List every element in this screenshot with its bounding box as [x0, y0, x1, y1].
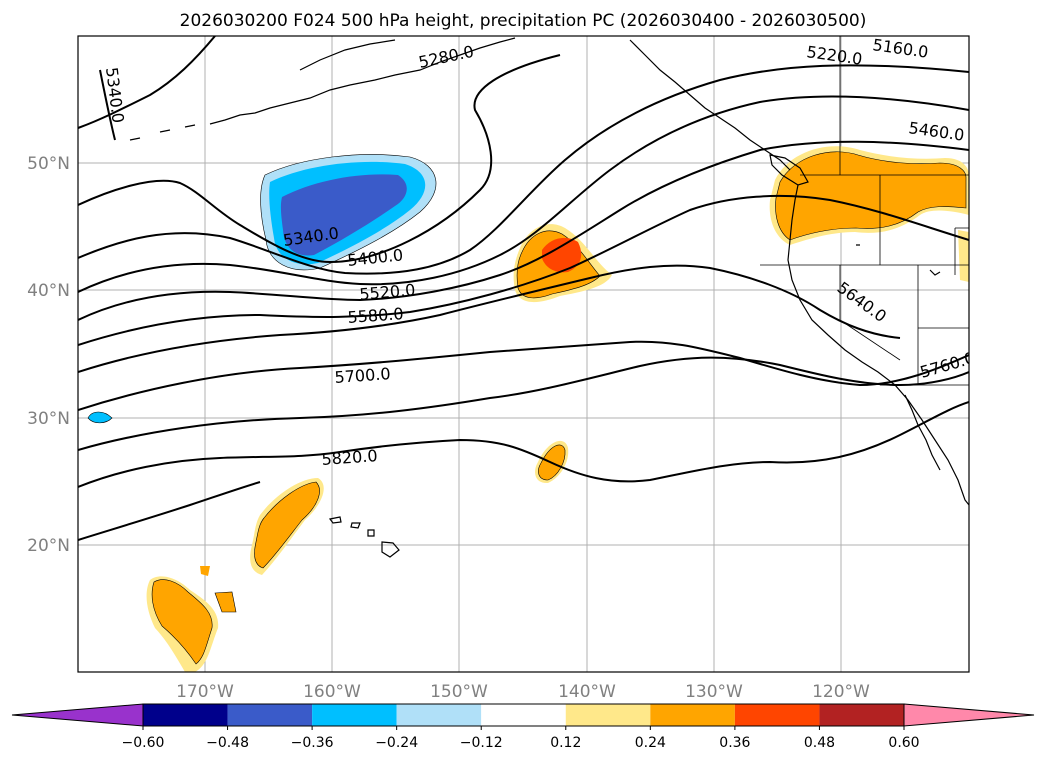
precip-pos-central-core [542, 237, 582, 273]
lon-label-150w: 150°W [430, 682, 488, 702]
colorbar-tick-label: −0.36 [291, 735, 334, 751]
colorbar-segment [819, 704, 904, 726]
colorbar-segment [396, 704, 482, 726]
contour-5340-nw [78, 36, 216, 129]
lat-labels: 50°N 40°N 30°N 20°N [27, 154, 70, 556]
precip-pos-sw-dot [200, 566, 210, 576]
colorbar-frame [142, 703, 905, 727]
lon-label-170w: 170°W [176, 682, 234, 702]
precip-pos-sw [151, 579, 213, 665]
colorbar-tick-label: 0.36 [719, 735, 750, 751]
contour-5820 [78, 401, 969, 488]
colorbar-segment [481, 704, 566, 726]
colorbar-tick-label: −0.48 [206, 735, 249, 751]
colorbar-tick-label: −0.24 [375, 735, 418, 751]
colorbar-segment [227, 704, 313, 726]
contour-5760 [78, 340, 969, 411]
colorbar-segment [734, 704, 820, 726]
contour-label-5580: 5580.0 [347, 304, 404, 327]
colorbar-tick-label: −0.60 [122, 735, 165, 751]
precip-pos-nw [775, 151, 967, 241]
contour-label-5820: 5820.0 [321, 446, 378, 469]
contour-5400 [78, 54, 561, 264]
contour-5340-label-seg [99, 69, 116, 141]
colorbar-segment [143, 704, 228, 726]
coastlines [129, 37, 969, 558]
precip-neg-inner [280, 174, 407, 256]
colorbar-segment [312, 704, 397, 726]
precip-pos-east-edge [958, 230, 969, 282]
lat-label-30n: 30°N [27, 409, 70, 429]
lon-labels: 170°W 160°W 150°W 140°W 130°W 120°W [176, 682, 870, 702]
colorbar-tick-label: 0.12 [550, 735, 581, 751]
contour-label-5700: 5700.0 [334, 364, 391, 387]
contour-label-5520: 5520.0 [359, 280, 416, 304]
coast-us-west [787, 184, 969, 506]
lat-label-20n: 20°N [27, 536, 70, 556]
colorbar-segment [565, 704, 651, 726]
contour-5700 [78, 264, 901, 373]
lat-label-40n: 40°N [27, 281, 70, 301]
precip-neg-small [87, 411, 113, 424]
colorbar-tick-label: 0.48 [804, 735, 835, 751]
coast-bc [629, 39, 791, 171]
contour-5460 [78, 64, 969, 275]
map-frame [77, 35, 970, 673]
figure-title: 2026030200 F024 500 hPa height, precipit… [180, 11, 867, 31]
contour-5580 [78, 140, 969, 321]
lon-label-130w: 130°W [685, 682, 743, 702]
colorbar-segment [650, 704, 735, 726]
contour-5640 [78, 194, 969, 346]
colorbar-tick-label: 0.24 [635, 735, 666, 751]
coast-hawaii [328, 516, 400, 558]
coast-vancouver-island [769, 154, 809, 186]
precip-pos-sw-small [214, 591, 237, 613]
contour-5880 [78, 481, 261, 541]
contour-5520 [78, 95, 969, 293]
lon-label-140w: 140°W [558, 682, 616, 702]
colorbar-extend-low [11, 703, 144, 727]
coast-baja [904, 394, 941, 471]
lon-label-160w: 160°W [303, 682, 361, 702]
coast-alaska-peninsula [299, 39, 396, 71]
height-contours [78, 36, 969, 541]
coast-lakes [856, 244, 941, 276]
lat-label-50n: 50°N [27, 154, 70, 174]
precip-pos-hawaii [254, 481, 320, 569]
lon-label-120w: 120°W [812, 682, 870, 702]
map-background [78, 36, 969, 672]
coast-aleutians [129, 37, 516, 141]
colorbar-extend-high [903, 703, 1035, 727]
contour-5760b [78, 356, 969, 451]
map-panel: 5340.0 5280.0 5220.0 5160.0 5460.0 5340.… [77, 35, 970, 673]
colorbar-tick-label: 0.60 [888, 735, 919, 751]
colorbar-tick-label: −0.12 [460, 735, 503, 751]
colorbar: −0.60 −0.48 −0.36 −0.24 −0.12 0.12 0.24 0.36 0.4… [11, 703, 1035, 751]
